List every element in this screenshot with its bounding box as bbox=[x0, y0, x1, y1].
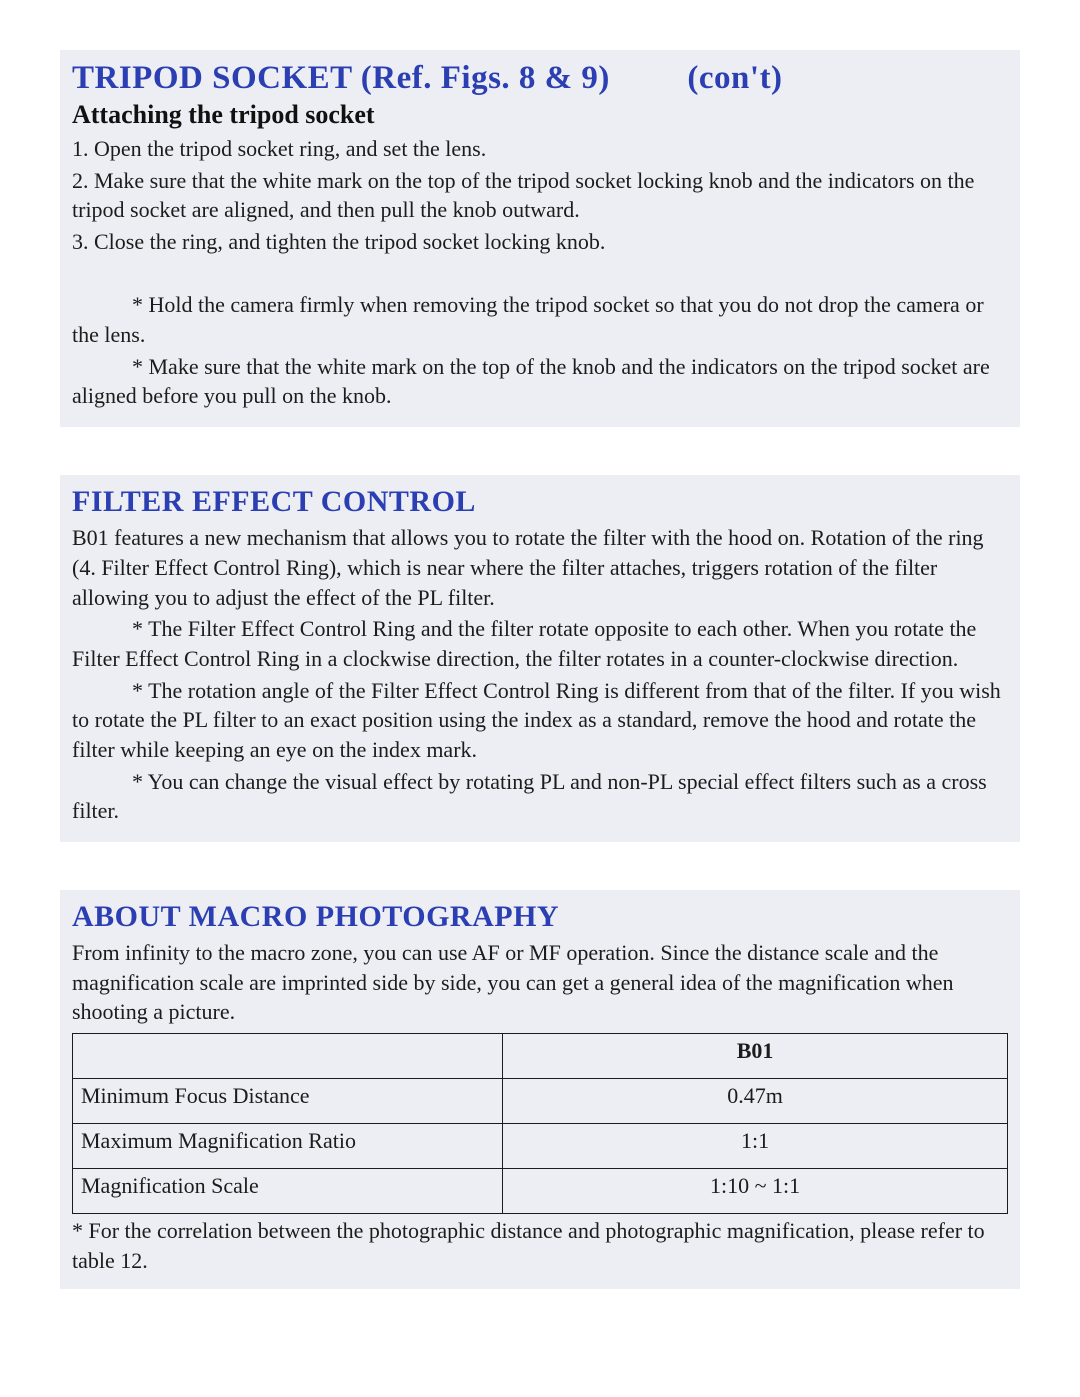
table-header-blank bbox=[73, 1034, 503, 1079]
filter-body: B01 features a new mechanism that allows… bbox=[72, 523, 1008, 826]
subheading-attaching: Attaching the tripod socket bbox=[72, 100, 1008, 130]
heading-ref: (Ref. Figs. 8 & 9) bbox=[361, 60, 610, 96]
tripod-note-2: * Make sure that the white mark on the t… bbox=[72, 352, 1008, 411]
table-row: Magnification Scale 1:10 ~ 1:1 bbox=[73, 1169, 1008, 1214]
heading-lead: TRIPOD SOCKET bbox=[72, 60, 352, 96]
heading-macro: ABOUT MACRO PHOTOGRAPHY bbox=[72, 900, 1008, 934]
spec-label: Maximum Magnification Ratio bbox=[73, 1124, 503, 1169]
macro-footnote: * For the correlation between the photog… bbox=[72, 1216, 1008, 1275]
macro-para: From infinity to the macro zone, you can… bbox=[72, 938, 1008, 1027]
macro-body: From infinity to the macro zone, you can… bbox=[72, 938, 1008, 1027]
table-row: Maximum Magnification Ratio 1:1 bbox=[73, 1124, 1008, 1169]
spec-label: Minimum Focus Distance bbox=[73, 1079, 503, 1124]
step-1: 1. Open the tripod socket ring, and set … bbox=[72, 134, 1008, 164]
spec-value: 0.47m bbox=[503, 1079, 1008, 1124]
section-tripod-socket: TRIPOD SOCKET (Ref. Figs. 8 & 9) (con't)… bbox=[60, 50, 1020, 427]
heading-filter-effect: FILTER EFFECT CONTROL bbox=[72, 485, 1008, 519]
filter-para: B01 features a new mechanism that allows… bbox=[72, 523, 1008, 612]
table-header-model: B01 bbox=[503, 1034, 1008, 1079]
tripod-body: 1. Open the tripod socket ring, and set … bbox=[72, 134, 1008, 411]
tripod-note-1: * Hold the camera firmly when removing t… bbox=[72, 290, 1008, 349]
filter-note-1: * The Filter Effect Control Ring and the… bbox=[72, 614, 1008, 673]
section-macro: ABOUT MACRO PHOTOGRAPHY From infinity to… bbox=[60, 890, 1020, 1289]
step-3: 3. Close the ring, and tighten the tripo… bbox=[72, 227, 1008, 257]
table-row: Minimum Focus Distance 0.47m bbox=[73, 1079, 1008, 1124]
spec-value: 1:1 bbox=[503, 1124, 1008, 1169]
table-header-row: B01 bbox=[73, 1034, 1008, 1079]
filter-note-3: * You can change the visual effect by ro… bbox=[72, 767, 1008, 826]
page: TRIPOD SOCKET (Ref. Figs. 8 & 9) (con't)… bbox=[0, 0, 1080, 1349]
spec-label: Magnification Scale bbox=[73, 1169, 503, 1214]
filter-note-2: * The rotation angle of the Filter Effec… bbox=[72, 676, 1008, 765]
macro-spec-table: B01 Minimum Focus Distance 0.47m Maximum… bbox=[72, 1033, 1008, 1214]
step-2: 2. Make sure that the white mark on the … bbox=[72, 166, 1008, 225]
section-filter-effect: FILTER EFFECT CONTROL B01 features a new… bbox=[60, 475, 1020, 842]
heading-cont: (con't) bbox=[687, 60, 782, 96]
heading-tripod-socket: TRIPOD SOCKET (Ref. Figs. 8 & 9) (con't) bbox=[72, 60, 1008, 98]
spec-value: 1:10 ~ 1:1 bbox=[503, 1169, 1008, 1214]
